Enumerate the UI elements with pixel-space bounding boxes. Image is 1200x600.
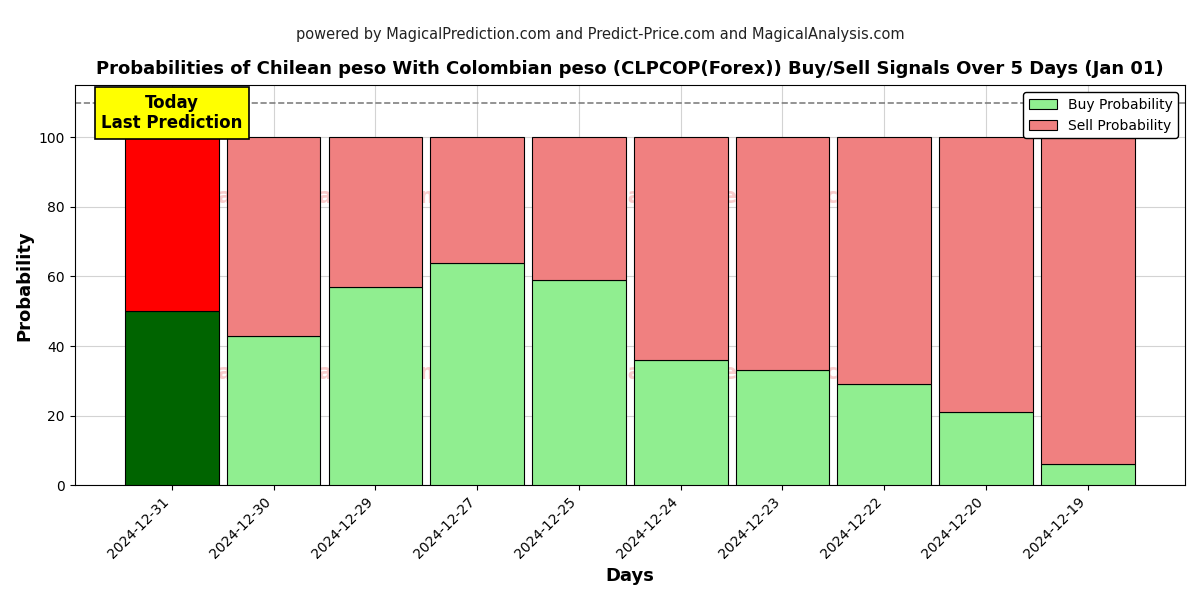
Text: MagicalPrediction.com: MagicalPrediction.com [607, 187, 875, 207]
Text: MagicalAnalysis.com: MagicalAnalysis.com [197, 187, 442, 207]
Text: MagicalPrediction.com: MagicalPrediction.com [607, 363, 875, 383]
Bar [227, 335, 320, 485]
Text: MagicalAnalysis.com: MagicalAnalysis.com [197, 363, 442, 383]
Bar [736, 137, 829, 370]
Bar [125, 311, 218, 485]
Text: powered by MagicalPrediction.com and Predict-Price.com and MagicalAnalysis.com: powered by MagicalPrediction.com and Pre… [295, 27, 905, 42]
Bar [838, 137, 931, 384]
Bar [431, 137, 524, 263]
Bar [532, 137, 625, 280]
Bar [532, 280, 625, 485]
Bar [634, 360, 727, 485]
Bar [1040, 464, 1134, 485]
X-axis label: Days: Days [605, 567, 654, 585]
Bar [329, 137, 422, 287]
Bar [940, 412, 1033, 485]
Bar [1040, 137, 1134, 464]
Title: Probabilities of Chilean peso With Colombian peso (CLPCOP(Forex)) Buy/Sell Signa: Probabilities of Chilean peso With Colom… [96, 60, 1164, 78]
Bar [838, 384, 931, 485]
Y-axis label: Probability: Probability [16, 230, 34, 341]
Bar [125, 137, 218, 311]
Bar [940, 137, 1033, 412]
Bar [227, 137, 320, 335]
Legend: Buy Probability, Sell Probability: Buy Probability, Sell Probability [1024, 92, 1178, 138]
Bar [736, 370, 829, 485]
Bar [634, 137, 727, 360]
Bar [329, 287, 422, 485]
Bar [431, 263, 524, 485]
Text: Today
Last Prediction: Today Last Prediction [101, 94, 242, 133]
